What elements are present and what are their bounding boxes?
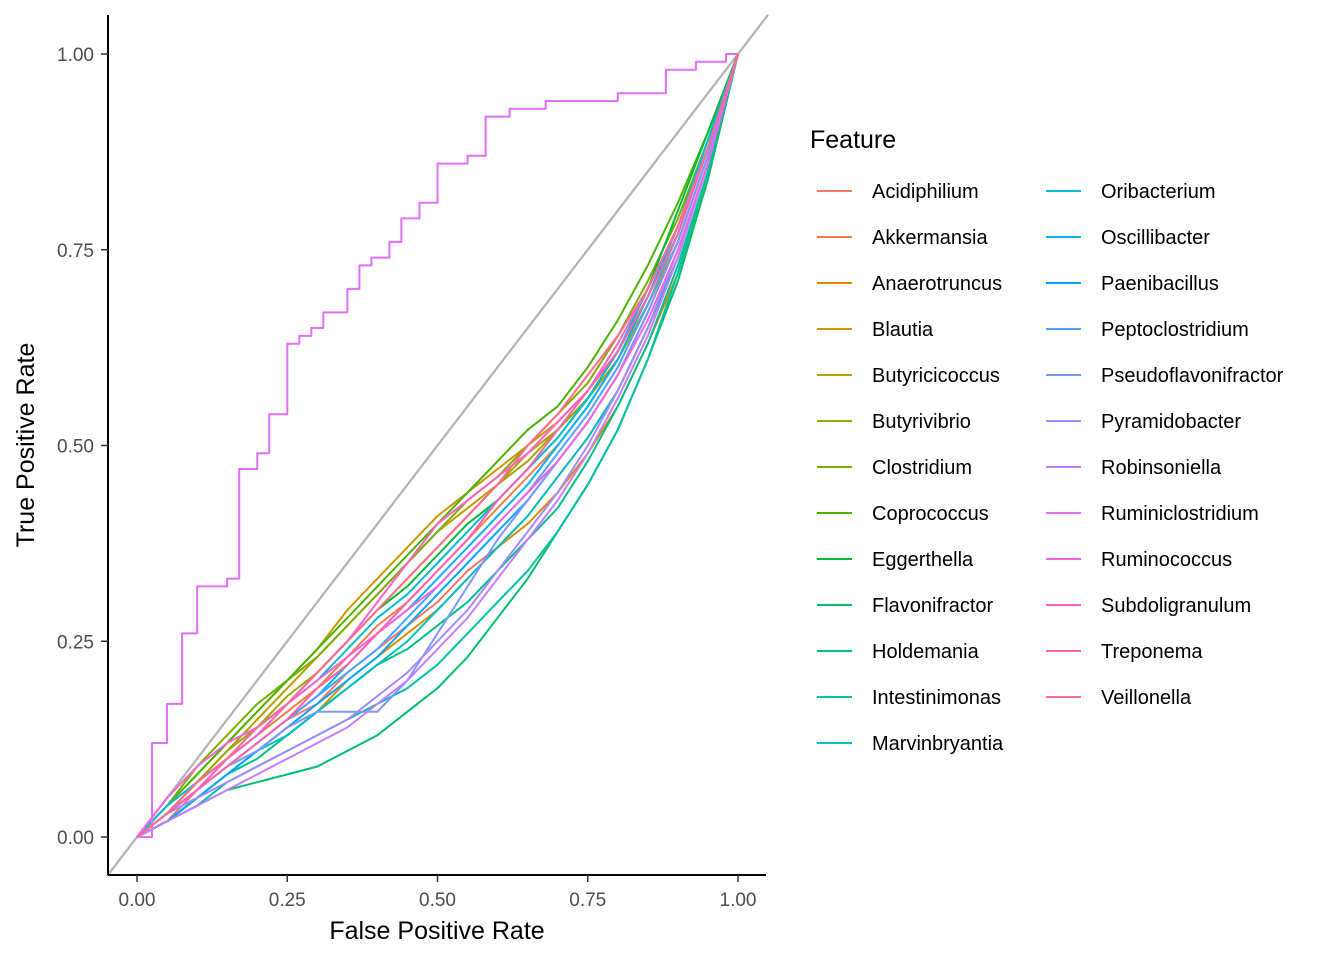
legend-label-ruminiclostridium: Ruminiclostridium	[1101, 503, 1259, 525]
legend-label-flavonifractor: Flavonifractor	[872, 595, 993, 617]
x-ticks: 0.00 0.25 0.50 0.75 1.00	[119, 875, 757, 911]
series-line-pyramidobacter	[136, 53, 739, 838]
reference-diagonal	[106, 14, 769, 877]
legend-label-anaerotruncus: Anaerotruncus	[872, 273, 1002, 295]
legend: Feature Acidiphilium Akkermansia Anaerotru…	[810, 126, 1284, 755]
series-line-treponema	[136, 53, 739, 838]
x-tick-label: 0.50	[419, 890, 456, 911]
reference-line-layer	[106, 14, 769, 877]
legend-label-blautia: Blautia	[872, 319, 934, 341]
y-tick-label: 0.75	[57, 241, 94, 262]
series-line-holdemania	[136, 53, 739, 838]
series-line-robinsoniella	[136, 53, 739, 838]
legend-label-pyramidobacter: Pyramidobacter	[1101, 411, 1241, 433]
legend-label-robinsoniella: Robinsoniella	[1101, 457, 1222, 479]
legend-label-veillonella: Veillonella	[1101, 687, 1192, 709]
y-tick-label: 1.00	[57, 45, 94, 66]
series-line-veillonella	[136, 53, 739, 838]
legend-label-peptoclostridium: Peptoclostridium	[1101, 319, 1249, 341]
x-tick-label: 0.25	[269, 890, 306, 911]
legend-label-paenibacillus: Paenibacillus	[1101, 273, 1219, 295]
legend-label-intestinimonas: Intestinimonas	[872, 687, 1001, 709]
legend-label-oscillibacter: Oscillibacter	[1101, 227, 1210, 249]
legend-label-butyricicoccus: Butyricicoccus	[872, 365, 1000, 387]
legend-label-holdemania: Holdemania	[872, 641, 980, 663]
y-tick-label: 0.00	[57, 828, 94, 849]
legend-title: Feature	[810, 126, 896, 154]
legend-label-butyrivibrio: Butyrivibrio	[872, 411, 971, 433]
legend-label-subdoligranulum: Subdoligranulum	[1101, 595, 1251, 617]
legend-label-eggerthella: Eggerthella	[872, 549, 974, 571]
x-tick-label: 0.00	[119, 890, 156, 911]
legend-label-ruminococcus: Ruminococcus	[1101, 549, 1232, 571]
series-line-pseudoflavonifractor	[136, 53, 739, 838]
series-layer	[136, 53, 739, 838]
legend-label-oribacterium: Oribacterium	[1101, 181, 1215, 203]
y-ticks: 0.00 0.25 0.50 0.75 1.00	[57, 45, 108, 849]
legend-label-pseudoflavonifractor: Pseudoflavonifractor	[1101, 365, 1284, 387]
x-axis-title: False Positive Rate	[329, 917, 544, 945]
x-tick-label: 0.75	[569, 890, 606, 911]
x-tick-label: 1.00	[720, 890, 757, 911]
series-line-clostridium	[136, 53, 739, 838]
legend-label-acidiphilium: Acidiphilium	[872, 181, 979, 203]
legend-label-akkermansia: Akkermansia	[872, 227, 988, 249]
series-line-ruminiclostridium	[137, 53, 738, 838]
legend-label-coprococcus: Coprococcus	[872, 503, 989, 525]
series-line-ruminococcus	[136, 53, 739, 838]
y-tick-label: 0.25	[57, 632, 94, 653]
y-axis-title: True Positive Rate	[12, 343, 40, 548]
legend-label-marvinbryantia: Marvinbryantia	[872, 733, 1004, 755]
y-tick-label: 0.50	[57, 437, 94, 458]
legend-label-treponema: Treponema	[1101, 641, 1203, 663]
series-line-subdoligranulum	[136, 53, 739, 838]
legend-label-clostridium: Clostridium	[872, 457, 972, 479]
